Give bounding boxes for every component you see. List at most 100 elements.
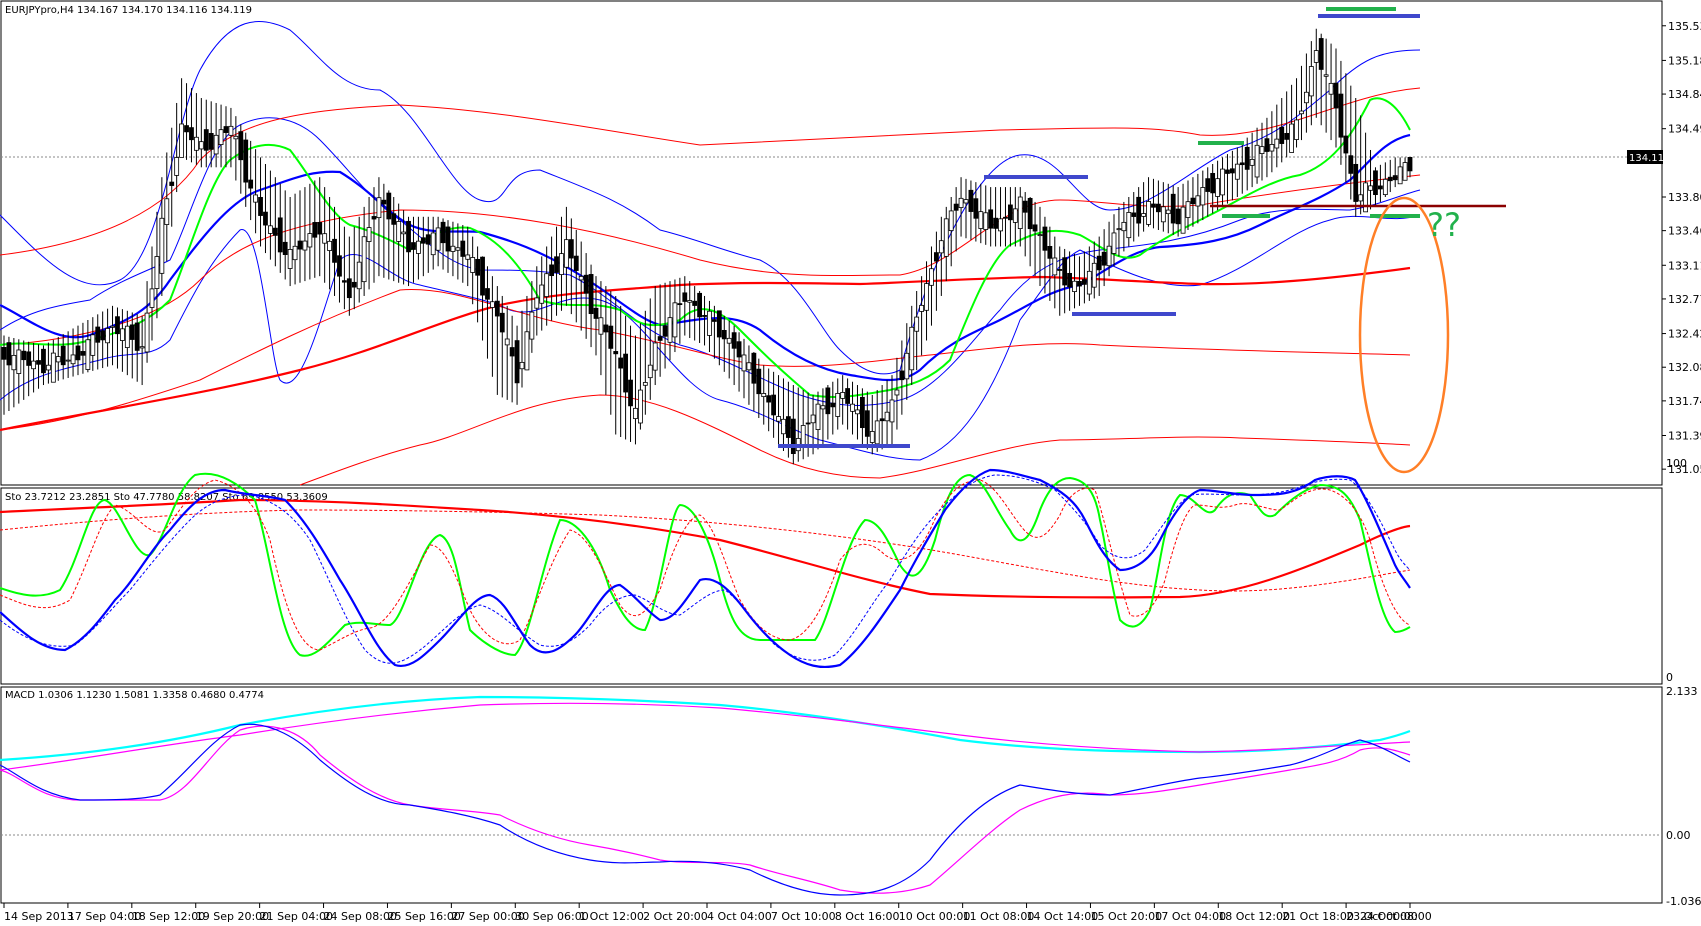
question-annotation: ?? [1427, 206, 1461, 244]
candle-body [1017, 196, 1023, 230]
candle-body [716, 310, 722, 338]
candle-body [855, 409, 860, 415]
candle-body [411, 242, 416, 250]
candle-body [420, 237, 426, 244]
candle-body [573, 255, 579, 271]
candle-body [998, 218, 1003, 232]
candle-body [1205, 178, 1211, 192]
candle-body [1052, 257, 1058, 276]
candle-body [904, 352, 910, 380]
candle-body [1160, 206, 1166, 223]
candle-body [292, 245, 298, 261]
candle-body [667, 317, 673, 343]
time-tick-label: 24 Oct 08:00 [1360, 910, 1432, 923]
candle-body [934, 252, 939, 262]
candle-body [953, 203, 959, 211]
stoch-red-slow [0, 498, 1411, 599]
candle-body [771, 394, 776, 416]
candle-body [1308, 66, 1314, 97]
candle-body [253, 194, 259, 203]
candle-body [1037, 234, 1043, 237]
candle-body [805, 422, 811, 425]
time-tick-label: 19 Sep 20:00 [196, 910, 269, 923]
candle-body [1022, 200, 1028, 213]
candle-body [889, 399, 895, 423]
candle-body [810, 414, 816, 424]
candle-body [144, 312, 150, 353]
candle-body [189, 127, 194, 141]
candle-body [1294, 119, 1299, 140]
time-tick-label: 30 Sep 06:00 [515, 910, 588, 923]
candle-body [317, 222, 323, 235]
candle-body [381, 199, 387, 205]
macd-lines [0, 695, 1411, 896]
candle-body [938, 240, 944, 254]
candle-body [1116, 228, 1122, 231]
candle-body [480, 256, 485, 296]
candle-body [100, 330, 106, 341]
candles [1, 28, 1413, 465]
candle-body [766, 395, 772, 403]
price-axis: 135.530 135.180 134.840 134.490 133.800 133.4… [1662, 20, 1701, 476]
candle-body [692, 300, 698, 306]
candle-body [16, 349, 22, 374]
candle-body [1200, 187, 1206, 206]
time-tick-label: 18 Sep 12:00 [132, 910, 205, 923]
candle-body [1239, 162, 1245, 166]
candle-body [1136, 196, 1142, 224]
candle-body [968, 189, 974, 212]
candle-body [356, 261, 362, 290]
candle-body [504, 338, 510, 346]
time-tick-label: 1 Oct 12:00 [579, 910, 644, 923]
candle-body [376, 197, 382, 219]
price-panel-frame [0, 0, 1663, 486]
candle-body [129, 324, 135, 340]
price-tick-label: 134.490 [1668, 123, 1701, 136]
candle-body [11, 354, 17, 371]
candle-body [702, 315, 707, 317]
stochastic-panel-frame [0, 487, 1663, 685]
time-tick-label: 27 Sep 00:00 [451, 910, 524, 923]
candle-body [489, 301, 495, 308]
candle-body [1368, 185, 1373, 191]
candle-body [638, 389, 643, 424]
candle-body [633, 407, 638, 420]
candle-body [1402, 162, 1408, 181]
candle-body [445, 226, 451, 252]
candle-body [36, 360, 41, 365]
candle-body [1170, 193, 1176, 224]
candle-body [1244, 146, 1250, 170]
candle-body [1180, 206, 1186, 234]
macd-tick-bottom: -1.0363 [1666, 895, 1701, 908]
candle-body [741, 354, 747, 372]
candle-body [1304, 91, 1309, 104]
candle-body [228, 125, 234, 136]
time-tick-label: 18 Oct 12:00 [1218, 910, 1290, 923]
macd-blue [0, 723, 1411, 896]
stochastic-header: Sto 23.7212 23.2851 Sto 47.7780 58.8207 … [5, 492, 328, 503]
time-tick-label: 10 Oct 00:00 [899, 910, 971, 923]
candle-body [494, 300, 500, 317]
candle-body [623, 353, 628, 393]
candle-body [973, 198, 979, 219]
candle-body [1313, 50, 1319, 63]
time-tick-label: 8 Oct 16:00 [835, 910, 900, 923]
candle-body [1, 347, 7, 360]
candle-body [588, 274, 594, 315]
candle-body [1012, 208, 1018, 223]
candle-body [948, 210, 954, 231]
candle-body [647, 364, 653, 379]
candle-body [682, 292, 688, 302]
candle-body [1106, 245, 1112, 267]
candle-body [80, 351, 86, 356]
candle-body [1220, 168, 1225, 196]
time-tick-label: 11 Oct 08:00 [963, 910, 1035, 923]
candle-body [95, 326, 101, 343]
candle-body [568, 239, 574, 259]
time-tick-label: 17 Sep 04:00 [68, 910, 141, 923]
candle-body [524, 331, 530, 371]
candle-body [943, 218, 949, 257]
candle-body [351, 281, 357, 288]
